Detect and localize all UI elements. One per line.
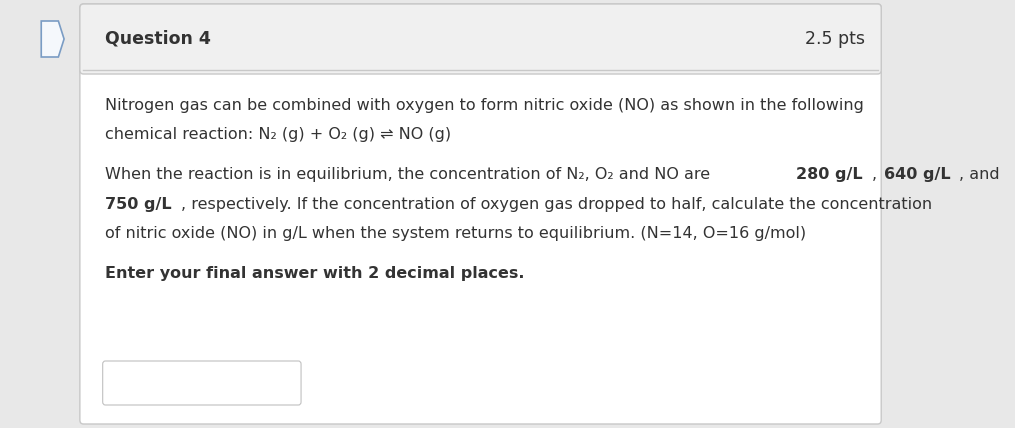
Text: Enter your final answer with 2 decimal places.: Enter your final answer with 2 decimal p… (106, 266, 525, 281)
Text: 640 g/L: 640 g/L (883, 167, 950, 182)
Text: of nitric oxide (NO) in g/L when the system returns to equilibrium. (N=14, O=16 : of nitric oxide (NO) in g/L when the sys… (106, 226, 807, 241)
FancyBboxPatch shape (103, 361, 301, 405)
Polygon shape (42, 21, 64, 57)
FancyBboxPatch shape (80, 4, 881, 424)
Text: 750 g/L: 750 g/L (106, 197, 172, 212)
Text: ,: , (872, 167, 882, 182)
Text: 2.5 pts: 2.5 pts (805, 30, 865, 48)
Text: Question 4: Question 4 (106, 30, 211, 48)
Text: chemical reaction: N₂ (g) + O₂ (g) ⇌ NO (g): chemical reaction: N₂ (g) + O₂ (g) ⇌ NO … (106, 128, 452, 143)
Text: 280 g/L: 280 g/L (797, 167, 863, 182)
Text: When the reaction is in equilibrium, the concentration of N₂, O₂ and NO are: When the reaction is in equilibrium, the… (106, 167, 716, 182)
Text: Nitrogen gas can be combined with oxygen to form nitric oxide (NO) as shown in t: Nitrogen gas can be combined with oxygen… (106, 98, 864, 113)
FancyBboxPatch shape (80, 4, 881, 74)
Text: , and: , and (959, 167, 1000, 182)
Text: , respectively. If the concentration of oxygen gas dropped to half, calculate th: , respectively. If the concentration of … (181, 197, 932, 212)
